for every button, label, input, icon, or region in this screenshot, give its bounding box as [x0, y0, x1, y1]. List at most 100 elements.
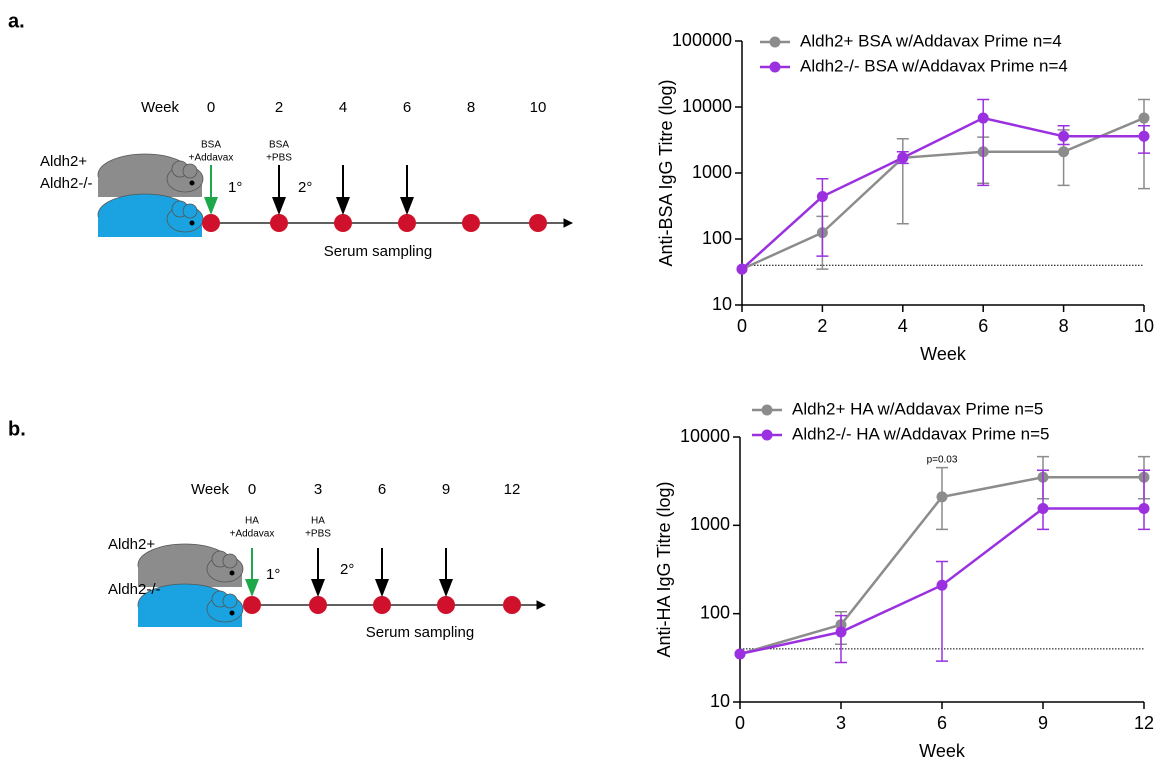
week-number: 8	[467, 99, 475, 116]
legend-marker	[761, 404, 773, 416]
sample-dot	[334, 214, 352, 232]
x-tick-label: 6	[978, 316, 988, 336]
legend-marker	[769, 61, 781, 73]
boost-label: BSA	[269, 140, 289, 151]
arrow-head	[336, 197, 350, 215]
error-bar	[977, 98, 990, 187]
legend-label: Aldh2+ HA w/Addavax Prime n=5	[792, 399, 1043, 418]
week-label: Week	[141, 99, 180, 116]
data-point	[1138, 130, 1150, 142]
error-bar	[835, 614, 847, 664]
y-tick-label: 1000	[692, 162, 732, 182]
arrow-head	[204, 197, 218, 215]
mouse-ear	[222, 593, 238, 609]
x-tick-label: 12	[1134, 713, 1154, 733]
error-bar	[936, 560, 948, 662]
annotation: p=0.03	[927, 455, 958, 466]
sampling-label: Serum sampling	[366, 624, 474, 641]
data-point	[734, 648, 746, 660]
week-number: 12	[504, 481, 521, 498]
series-line	[741, 116, 1145, 271]
y-axis-title: Anti-BSA IgG Titre (log)	[656, 79, 676, 266]
data-point	[816, 191, 828, 203]
panel-label: a.	[8, 10, 25, 32]
x-axis-title: Week	[920, 344, 967, 364]
sample-dot	[503, 596, 521, 614]
prime-label: +Addavax	[189, 153, 234, 164]
error-bar	[1138, 469, 1150, 531]
week-number: 0	[248, 481, 256, 498]
data-point	[736, 263, 748, 275]
data-point	[1058, 146, 1070, 158]
data-point	[936, 579, 948, 591]
primary-label: 1°	[228, 179, 242, 196]
mouse-eye	[189, 220, 195, 226]
week-number: 2	[275, 99, 283, 116]
x-tick-label: 8	[1059, 316, 1069, 336]
x-tick-label: 0	[737, 316, 747, 336]
mouse-ear	[182, 203, 198, 219]
strain-label: Aldh2-/-	[40, 175, 93, 192]
sample-dot	[437, 596, 455, 614]
arrow-head	[311, 579, 325, 597]
y-tick-label: 10	[712, 294, 732, 314]
week-number: 4	[339, 99, 347, 116]
sample-dot	[309, 596, 327, 614]
week-number: 6	[403, 99, 411, 116]
y-axis-title: Anti-HA IgG Titre (log)	[654, 481, 674, 657]
secondary-label: 2°	[340, 561, 354, 578]
arrow-head	[439, 579, 453, 597]
mouse-ear	[182, 163, 198, 179]
sample-dot	[529, 214, 547, 232]
boost-label: +PBS	[305, 529, 331, 540]
data-point	[835, 626, 847, 638]
sample-dot	[243, 596, 261, 614]
legend-marker	[761, 429, 773, 441]
data-point	[1138, 112, 1150, 124]
data-point	[1058, 130, 1070, 142]
x-tick-label: 3	[836, 713, 846, 733]
y-tick-label: 10000	[682, 96, 732, 116]
week-label: Week	[191, 481, 230, 498]
prime-label: HA	[245, 516, 259, 527]
arrow-head	[400, 197, 414, 215]
week-number: 9	[442, 481, 450, 498]
error-bar	[816, 177, 829, 257]
x-tick-label: 4	[898, 316, 908, 336]
prime-label: +Addavax	[230, 529, 275, 540]
sampling-label: Serum sampling	[324, 243, 432, 260]
error-bar	[1037, 469, 1049, 531]
arrow-head	[272, 197, 286, 215]
y-tick-label: 10	[710, 691, 730, 711]
x-tick-label: 9	[1038, 713, 1048, 733]
mouse-eye	[189, 180, 195, 186]
data-point	[1138, 503, 1150, 515]
y-tick-label: 100	[700, 602, 730, 622]
x-tick-label: 6	[937, 713, 947, 733]
y-tick-label: 100000	[672, 30, 732, 50]
arrow-head	[375, 579, 389, 597]
sample-dot	[462, 214, 480, 232]
mouse-ear	[222, 553, 238, 569]
arrow-head	[245, 579, 259, 597]
prime-label: BSA	[201, 140, 221, 151]
x-tick-label: 0	[735, 713, 745, 733]
data-point	[897, 152, 909, 164]
primary-label: 1°	[266, 566, 280, 583]
sample-dot	[398, 214, 416, 232]
week-number: 3	[314, 481, 322, 498]
boost-label: +PBS	[266, 153, 292, 164]
boost-label: HA	[311, 516, 325, 527]
x-axis-title: Week	[919, 741, 966, 761]
week-number: 0	[207, 99, 215, 116]
mouse-eye	[229, 570, 235, 576]
legend-label: Aldh2-/- HA w/Addavax Prime n=5	[792, 424, 1049, 443]
strain-label: Aldh2-/-	[108, 581, 161, 598]
legend-label: Aldh2+ BSA w/Addavax Prime n=4	[800, 31, 1062, 50]
legend-label: Aldh2-/- BSA w/Addavax Prime n=4	[800, 56, 1068, 75]
sample-dot	[202, 214, 220, 232]
strain-label: Aldh2+	[108, 536, 155, 553]
y-tick-label: 10000	[680, 426, 730, 446]
strain-label: Aldh2+	[40, 153, 87, 170]
